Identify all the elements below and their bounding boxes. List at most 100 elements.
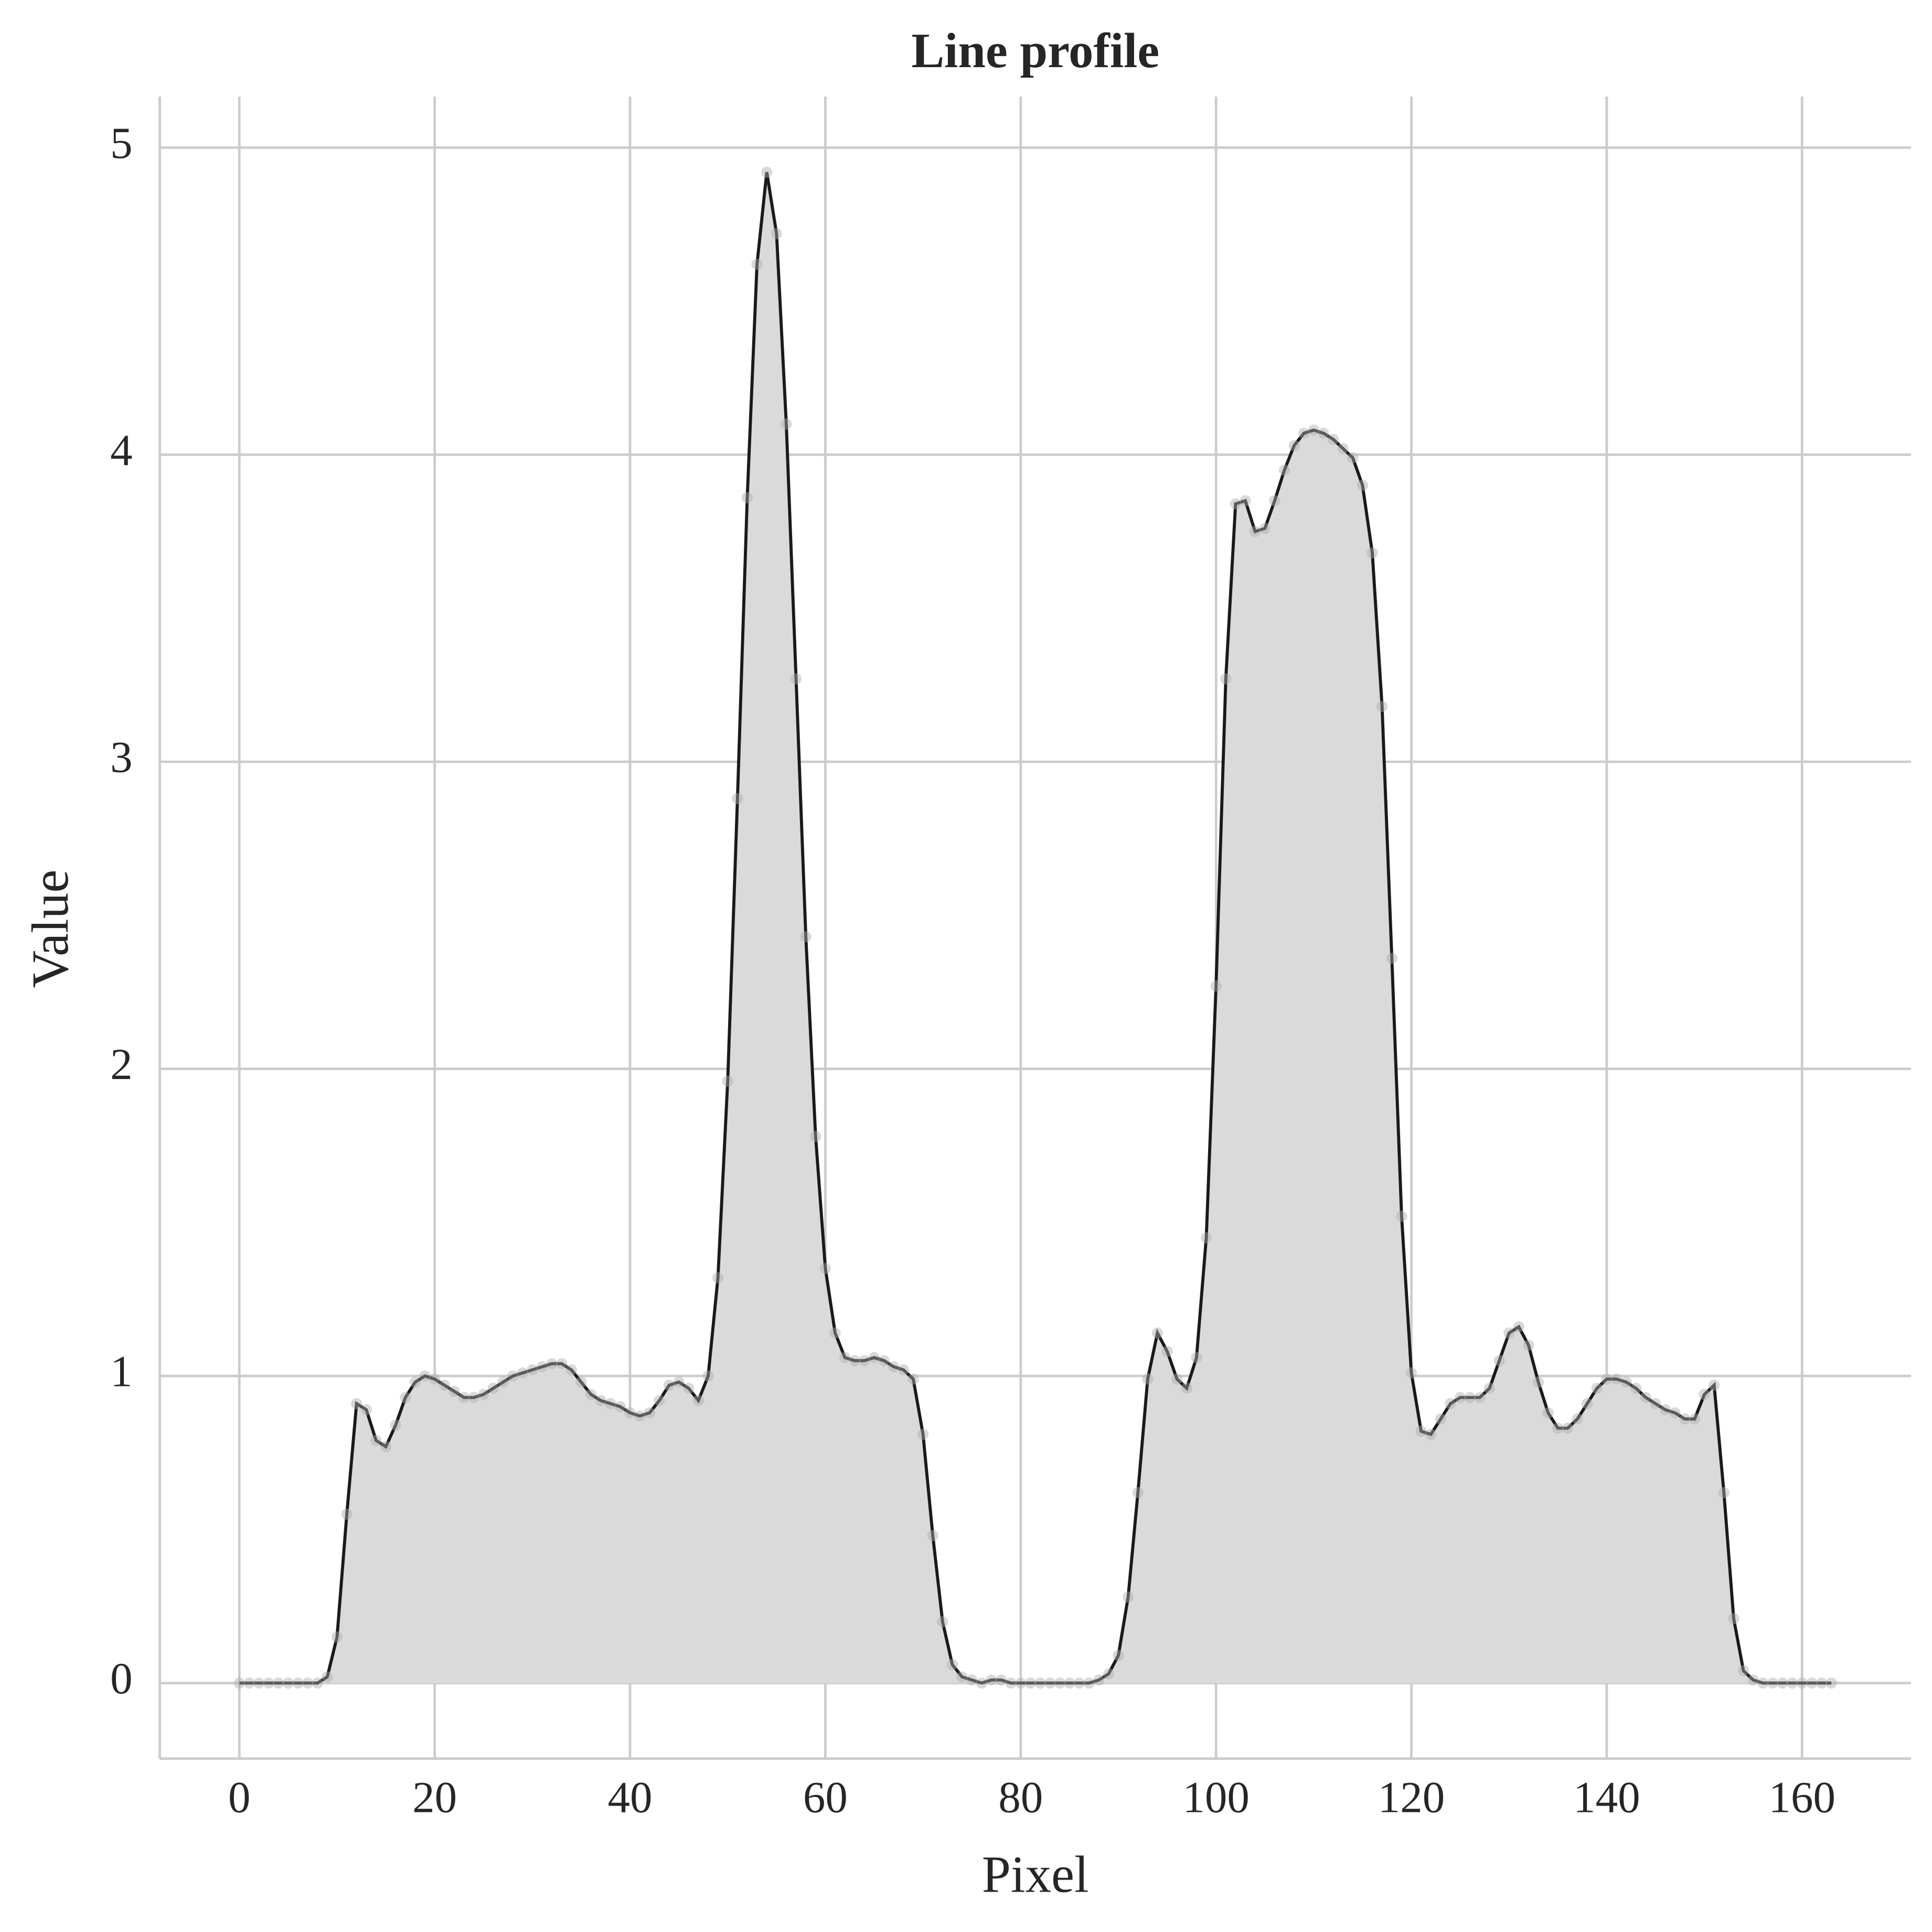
point (341, 1508, 353, 1520)
point (390, 1419, 401, 1431)
point (1200, 1232, 1212, 1244)
point (1718, 1487, 1730, 1499)
point (1347, 452, 1359, 464)
point (1259, 522, 1271, 534)
point (917, 1428, 929, 1440)
point (605, 1398, 616, 1410)
point (937, 1616, 948, 1627)
point (273, 1677, 284, 1689)
point (546, 1358, 558, 1370)
point (1445, 1398, 1456, 1410)
point (1816, 1677, 1828, 1689)
point (1464, 1392, 1476, 1403)
point (1034, 1677, 1046, 1689)
area (239, 172, 1832, 1683)
point (614, 1401, 626, 1413)
point (253, 1677, 265, 1689)
point (292, 1677, 304, 1689)
point (1659, 1404, 1671, 1416)
point (839, 1352, 851, 1363)
point (771, 228, 782, 239)
point (1640, 1392, 1651, 1403)
point (673, 1376, 685, 1388)
point (722, 1075, 733, 1087)
point (527, 1364, 538, 1375)
point (1122, 1591, 1134, 1603)
point (1181, 1382, 1192, 1394)
y-tick-label: 2 (110, 1040, 133, 1089)
point (302, 1677, 314, 1689)
point (829, 1327, 841, 1339)
point (517, 1367, 528, 1379)
point (1132, 1487, 1144, 1499)
point (634, 1410, 646, 1422)
point (1396, 1210, 1407, 1222)
point (1161, 1346, 1173, 1357)
point (1142, 1373, 1154, 1385)
point (1777, 1677, 1788, 1689)
point (1728, 1613, 1739, 1625)
point (243, 1677, 255, 1689)
point (351, 1398, 362, 1410)
point (1376, 701, 1388, 712)
point (1005, 1677, 1017, 1689)
x-tick-label: 20 (412, 1773, 457, 1822)
point (732, 793, 743, 805)
point (1288, 440, 1300, 451)
point (1318, 428, 1329, 439)
point (1552, 1422, 1564, 1434)
point (654, 1395, 665, 1406)
point (585, 1389, 597, 1400)
point (1269, 495, 1280, 507)
x-tick-label: 60 (803, 1773, 848, 1822)
point (1044, 1677, 1056, 1689)
point (1474, 1392, 1486, 1403)
point (712, 1272, 724, 1284)
point (1278, 464, 1290, 476)
point (1669, 1407, 1681, 1418)
point (1630, 1382, 1642, 1394)
point (1454, 1392, 1466, 1403)
point (1151, 1327, 1164, 1339)
point (312, 1677, 323, 1689)
point (810, 1130, 821, 1143)
point (1337, 443, 1349, 454)
point (986, 1674, 997, 1686)
point (1650, 1398, 1661, 1410)
point (868, 1352, 880, 1363)
point (595, 1395, 606, 1406)
point (1103, 1668, 1114, 1680)
point (692, 1395, 704, 1406)
point (1572, 1413, 1583, 1425)
point (927, 1530, 938, 1542)
point (1113, 1650, 1124, 1661)
point (1826, 1677, 1837, 1689)
point (536, 1361, 548, 1373)
point (449, 1385, 460, 1397)
point (1709, 1379, 1720, 1391)
point (1415, 1425, 1427, 1437)
point (233, 1677, 245, 1689)
point (331, 1631, 343, 1643)
point (282, 1677, 294, 1689)
x-tick-label: 80 (998, 1773, 1043, 1822)
y-tick-label: 3 (110, 733, 133, 782)
point (1689, 1413, 1701, 1425)
point (1367, 547, 1378, 559)
point (1240, 495, 1251, 507)
point (1787, 1677, 1798, 1689)
point (1230, 498, 1242, 510)
point (1064, 1677, 1075, 1689)
point (497, 1376, 509, 1388)
x-tick-label: 40 (608, 1773, 653, 1822)
point (1591, 1382, 1603, 1394)
line (239, 172, 1832, 1685)
point (888, 1361, 900, 1373)
point (995, 1674, 1007, 1686)
point (429, 1373, 441, 1385)
point (1191, 1352, 1202, 1363)
x-tick-label: 160 (1769, 1773, 1835, 1822)
point (683, 1382, 695, 1394)
point (1015, 1677, 1027, 1689)
x-axis-label: Pixel (982, 1846, 1089, 1904)
